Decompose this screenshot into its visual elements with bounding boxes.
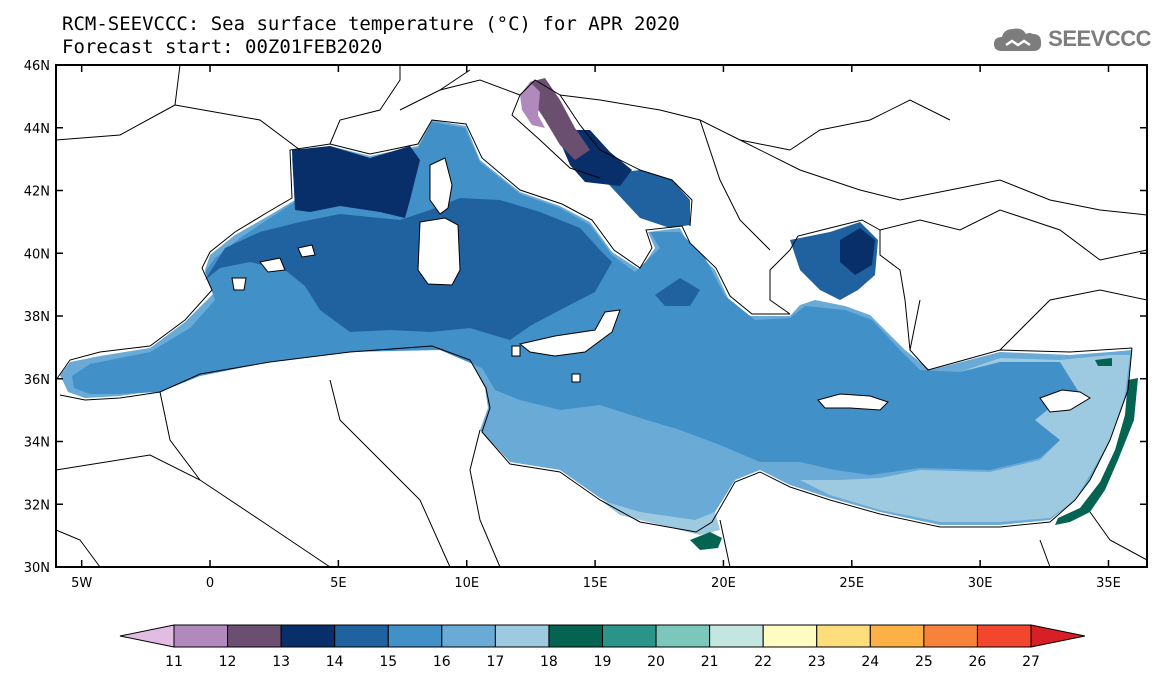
corsica-island — [429, 157, 453, 215]
sea-surface-temperature-field — [60, 78, 1138, 550]
mallorca-island — [259, 257, 286, 273]
colorbar-box — [869, 624, 925, 648]
sst-band-12-13 — [530, 78, 590, 160]
forecast-start: Forecast start: 00Z01FEB2020 — [62, 36, 383, 58]
colorbar-box — [923, 624, 978, 648]
colorbar-box — [602, 624, 657, 648]
sst-band-14-15 — [205, 198, 612, 340]
colorbar-tick-label: 14 — [326, 654, 344, 670]
longitude-axis: 5W 0 5E 10E 15E 20E 25E 30E 35E — [71, 65, 1121, 591]
colorbar-over-triangle — [1030, 624, 1086, 648]
islands — [231, 157, 1091, 413]
colorbar-box — [227, 624, 282, 648]
lat-tick-label: 38N — [24, 310, 50, 325]
ibiza-island — [231, 277, 247, 291]
lon-tick-label: 5W — [71, 576, 92, 591]
colorbar-tick-label: 11 — [165, 654, 183, 670]
lat-tick-label: 44N — [24, 122, 50, 137]
colorbar-box — [762, 624, 818, 648]
colorbar-tick-label: 19 — [594, 654, 612, 670]
sst-band-14-15-adriatic — [600, 170, 690, 228]
latitude-axis: 46N 44N 42N 40N 38N 36N 34N 32N 30N — [24, 59, 1147, 576]
sst-band-13-14 — [292, 146, 420, 218]
logo-text: SEEVCCC — [1048, 26, 1151, 51]
colorbar-tick-label: 16 — [433, 654, 451, 670]
lon-tick-label: 0 — [206, 576, 214, 591]
sst-band-14-15-ionian — [655, 278, 700, 306]
colorbar-box — [280, 624, 336, 648]
colorbar-tick-label: 12 — [219, 654, 237, 670]
coastlines — [55, 64, 1148, 568]
crete-island — [817, 393, 889, 411]
lat-tick-label: 42N — [24, 185, 50, 200]
lat-tick-label: 40N — [24, 247, 50, 262]
colorbar-tick-label: 22 — [754, 654, 772, 670]
colorbar-box — [334, 624, 389, 648]
sicily-island — [518, 309, 621, 357]
colorbar-tick-label: 24 — [861, 654, 879, 670]
map-title: RCM-SEEVCCC: Sea surface temperature (°C… — [62, 13, 680, 35]
lon-tick-label: 5E — [330, 576, 347, 591]
colorbar-box — [655, 624, 711, 648]
sst-band-18-19-cyprus — [1095, 358, 1112, 366]
colorbar-tick-label: 21 — [701, 654, 719, 670]
colorbar-tick-label: 18 — [540, 654, 558, 670]
sst-band-17-18 — [800, 355, 1130, 522]
colorbar-box — [387, 624, 443, 648]
lon-tick-label: 10E — [454, 576, 479, 591]
lat-tick-label: 30N — [24, 561, 50, 576]
sst-band-17-18-libya — [600, 500, 720, 535]
menorca-island — [297, 244, 316, 258]
cloud-icon — [994, 28, 1042, 51]
malta-island — [511, 345, 521, 357]
colorbar-tick-label: 23 — [808, 654, 826, 670]
colorbar-tick-label: 25 — [915, 654, 933, 670]
colorbar-tick-label: 13 — [272, 654, 290, 670]
colorbar-box — [441, 624, 496, 648]
lon-tick-label: 25E — [839, 576, 864, 591]
colorbar-box — [548, 624, 603, 648]
sst-band-18-19-sidra — [690, 532, 722, 550]
lampedusa-island — [571, 373, 581, 383]
colorbar-box — [816, 624, 871, 648]
lat-tick-label: 46N — [24, 59, 50, 74]
lon-tick-label: 20E — [711, 576, 736, 591]
colorbar: 11 12 13 14 15 16 17 18 19 20 21 22 23 24 25 26 27 — [119, 624, 1086, 670]
lat-tick-label: 36N — [24, 373, 50, 388]
lon-tick-label: 15E — [583, 576, 608, 591]
sst-band-13-14-aegean — [840, 228, 875, 275]
lat-tick-label: 34N — [24, 436, 50, 451]
lon-tick-label: 30E — [968, 576, 993, 591]
sst-band-11-12 — [520, 82, 545, 128]
colorbar-box — [709, 624, 764, 648]
seevccc-logo: SEEVCCC — [992, 25, 1151, 53]
colorbar-under-triangle — [119, 624, 175, 648]
lon-tick-label: 35E — [1096, 576, 1121, 591]
colorbar-box — [173, 624, 229, 648]
colorbar-box — [976, 624, 1032, 648]
colorbar-box — [494, 624, 550, 648]
cyprus-island — [1039, 389, 1091, 413]
colorbar-tick-label: 27 — [1022, 654, 1040, 670]
colorbar-tick-label: 15 — [379, 654, 397, 670]
sst-band-18-19 — [1055, 378, 1138, 525]
colorbar-tick-label: 17 — [486, 654, 504, 670]
colorbar-tick-label: 26 — [969, 654, 987, 670]
colorbar-tick-label: 20 — [647, 654, 665, 670]
lat-tick-label: 32N — [24, 498, 50, 513]
sardinia-island — [417, 217, 461, 286]
